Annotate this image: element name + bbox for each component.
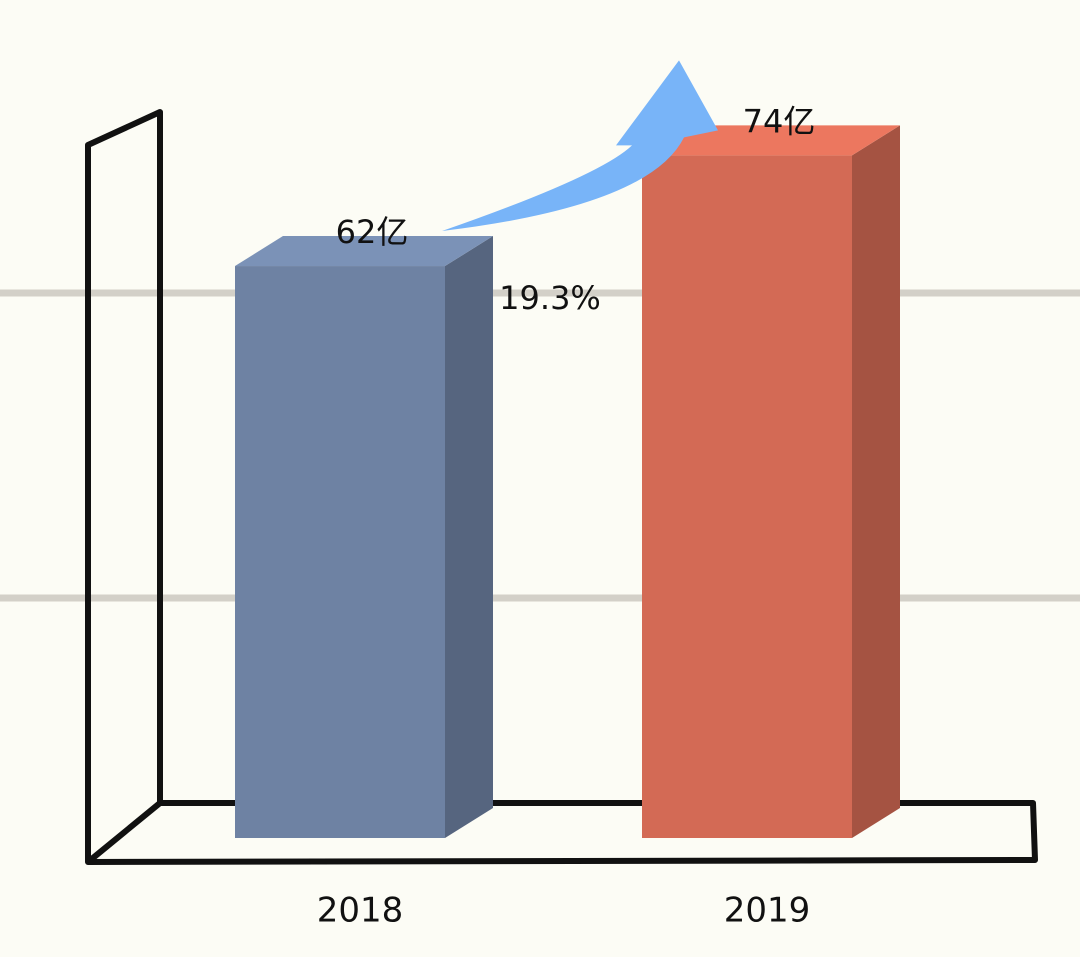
axis-frame [85, 109, 1038, 865]
bar-front [235, 266, 445, 838]
bar-top [642, 125, 900, 156]
growth-arrow [442, 60, 718, 232]
annotation: 19.3% [499, 279, 601, 317]
bar-side [445, 236, 493, 839]
bar [642, 125, 900, 839]
value-label: 62亿 [336, 213, 409, 251]
bar-top [235, 236, 493, 267]
bar-side [852, 125, 900, 839]
plot: 62亿 2018 74亿 2019 19.3% [235, 60, 900, 931]
x-tick-label: 2018 [317, 891, 404, 931]
bar-front [642, 155, 852, 839]
x-tick-label: 2019 [724, 891, 811, 931]
value-label: 74亿 [743, 102, 816, 140]
bar [235, 236, 493, 839]
